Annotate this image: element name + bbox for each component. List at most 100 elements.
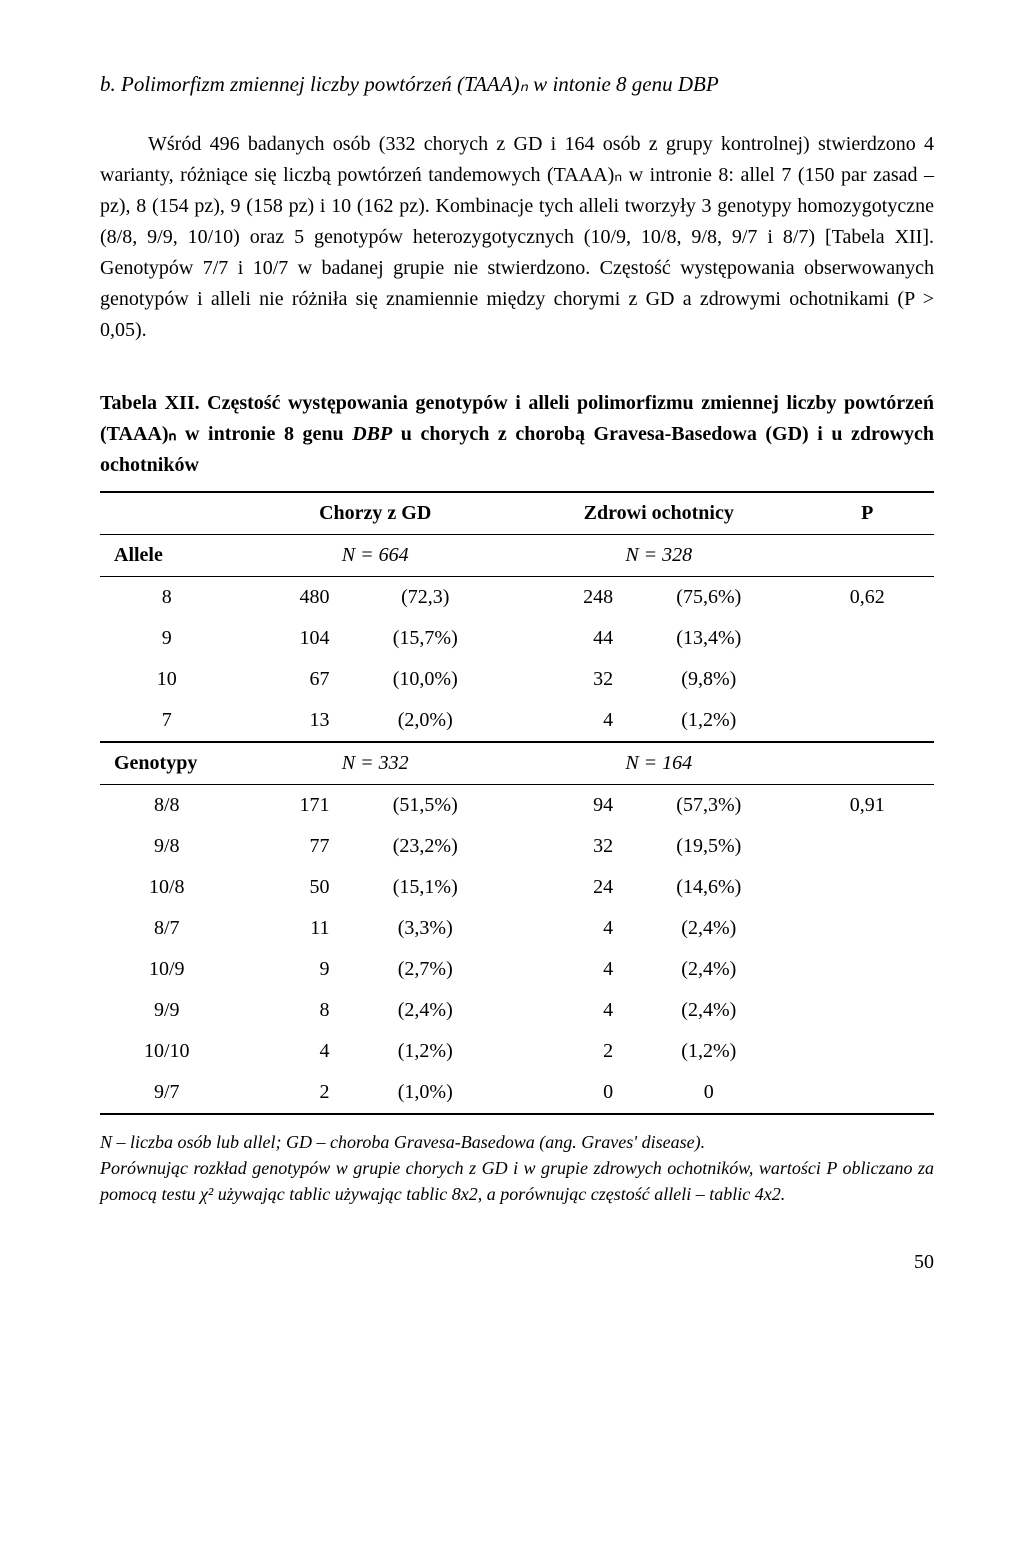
row-label: 9/7 <box>100 1072 233 1114</box>
zo-count: 248 <box>517 576 617 618</box>
header-row-genotypy: Genotypy N = 332 N = 164 <box>100 742 934 785</box>
gd-percent: (1,2%) <box>334 1031 517 1072</box>
allele-n-gd: N = 664 <box>233 534 517 576</box>
table-row: 713(2,0%)4(1,2%) <box>100 700 934 742</box>
header-row-groups: Chorzy z GD Zdrowi ochotnicy P <box>100 492 934 535</box>
zo-count: 0 <box>517 1072 617 1114</box>
gd-percent: (2,0%) <box>334 700 517 742</box>
p-value <box>801 659 934 700</box>
zo-percent: (2,4%) <box>617 949 800 990</box>
p-value <box>801 949 934 990</box>
gd-percent: (2,7%) <box>334 949 517 990</box>
row-label: 10/9 <box>100 949 233 990</box>
gd-percent: (72,3) <box>334 576 517 618</box>
row-label: 9/9 <box>100 990 233 1031</box>
p-value <box>801 867 934 908</box>
p-value <box>801 826 934 867</box>
table-row: 9/72(1,0%)00 <box>100 1072 934 1114</box>
p-value <box>801 990 934 1031</box>
gd-percent: (51,5%) <box>334 784 517 826</box>
p-value <box>801 1031 934 1072</box>
zo-percent: (9,8%) <box>617 659 800 700</box>
zo-percent: (75,6%) <box>617 576 800 618</box>
p-value: 0,91 <box>801 784 934 826</box>
table-row: 8/8171(51,5%)94(57,3%)0,91 <box>100 784 934 826</box>
gd-percent: (2,4%) <box>334 990 517 1031</box>
body-paragraph: Wśród 496 badanych osób (332 chorych z G… <box>100 129 934 346</box>
gd-count: 9 <box>233 949 333 990</box>
zo-count: 4 <box>517 908 617 949</box>
zo-count: 44 <box>517 618 617 659</box>
table-row: 9104(15,7%)44(13,4%) <box>100 618 934 659</box>
p-value <box>801 618 934 659</box>
row-label: 10/10 <box>100 1031 233 1072</box>
allele-header-label: Allele <box>100 534 233 576</box>
table-caption: Tabela XII. Częstość występowania genoty… <box>100 388 934 481</box>
p-value: 0,62 <box>801 576 934 618</box>
table-row: 10/99(2,7%)4(2,4%) <box>100 949 934 990</box>
caption-gene-name: DBP <box>352 423 392 445</box>
zo-percent: (1,2%) <box>617 1031 800 1072</box>
gd-count: 11 <box>233 908 333 949</box>
row-label: 9/8 <box>100 826 233 867</box>
row-label: 8/7 <box>100 908 233 949</box>
page-number: 50 <box>100 1247 934 1278</box>
gd-percent: (10,0%) <box>334 659 517 700</box>
zo-percent: (2,4%) <box>617 990 800 1031</box>
zo-count: 4 <box>517 949 617 990</box>
zo-percent: (2,4%) <box>617 908 800 949</box>
header-p: P <box>801 492 934 535</box>
gd-percent: (23,2%) <box>334 826 517 867</box>
gd-count: 8 <box>233 990 333 1031</box>
data-table: Chorzy z GD Zdrowi ochotnicy P Allele N … <box>100 491 934 1115</box>
gd-count: 67 <box>233 659 333 700</box>
gd-count: 104 <box>233 618 333 659</box>
gd-count: 171 <box>233 784 333 826</box>
zo-count: 4 <box>517 700 617 742</box>
table-row: 1067(10,0%)32(9,8%) <box>100 659 934 700</box>
zo-count: 32 <box>517 659 617 700</box>
row-label: 8/8 <box>100 784 233 826</box>
zo-count: 32 <box>517 826 617 867</box>
table-row: 8/711(3,3%)4(2,4%) <box>100 908 934 949</box>
row-label: 8 <box>100 576 233 618</box>
gd-count: 77 <box>233 826 333 867</box>
table-footnote: N – liczba osób lub allel; GD – choroba … <box>100 1129 934 1207</box>
table-row: 10/850(15,1%)24(14,6%) <box>100 867 934 908</box>
row-label: 9 <box>100 618 233 659</box>
zo-count: 94 <box>517 784 617 826</box>
zo-percent: 0 <box>617 1072 800 1114</box>
row-label: 10 <box>100 659 233 700</box>
zo-count: 24 <box>517 867 617 908</box>
gd-count: 13 <box>233 700 333 742</box>
genotypy-n-zo: N = 164 <box>517 742 801 785</box>
table-row: 8480(72,3)248(75,6%)0,62 <box>100 576 934 618</box>
table-row: 9/877(23,2%)32(19,5%) <box>100 826 934 867</box>
p-value <box>801 1072 934 1114</box>
zo-percent: (19,5%) <box>617 826 800 867</box>
table-row: 9/98(2,4%)4(2,4%) <box>100 990 934 1031</box>
zo-percent: (57,3%) <box>617 784 800 826</box>
zo-percent: (1,2%) <box>617 700 800 742</box>
allele-n-zo: N = 328 <box>517 534 801 576</box>
gd-percent: (15,7%) <box>334 618 517 659</box>
zo-percent: (14,6%) <box>617 867 800 908</box>
genotypy-header-label: Genotypy <box>100 742 233 785</box>
gd-count: 50 <box>233 867 333 908</box>
table-row: 10/104(1,2%)2(1,2%) <box>100 1031 934 1072</box>
row-label: 7 <box>100 700 233 742</box>
gd-count: 480 <box>233 576 333 618</box>
zo-count: 2 <box>517 1031 617 1072</box>
zo-count: 4 <box>517 990 617 1031</box>
p-value <box>801 700 934 742</box>
section-heading: b. Polimorfizm zmiennej liczby powtórzeń… <box>100 68 934 101</box>
header-row-allele: Allele N = 664 N = 328 <box>100 534 934 576</box>
header-gd: Chorzy z GD <box>233 492 517 535</box>
p-value <box>801 908 934 949</box>
gd-percent: (1,0%) <box>334 1072 517 1114</box>
gd-count: 2 <box>233 1072 333 1114</box>
zo-percent: (13,4%) <box>617 618 800 659</box>
header-zo: Zdrowi ochotnicy <box>517 492 801 535</box>
genotypy-n-gd: N = 332 <box>233 742 517 785</box>
gd-percent: (3,3%) <box>334 908 517 949</box>
